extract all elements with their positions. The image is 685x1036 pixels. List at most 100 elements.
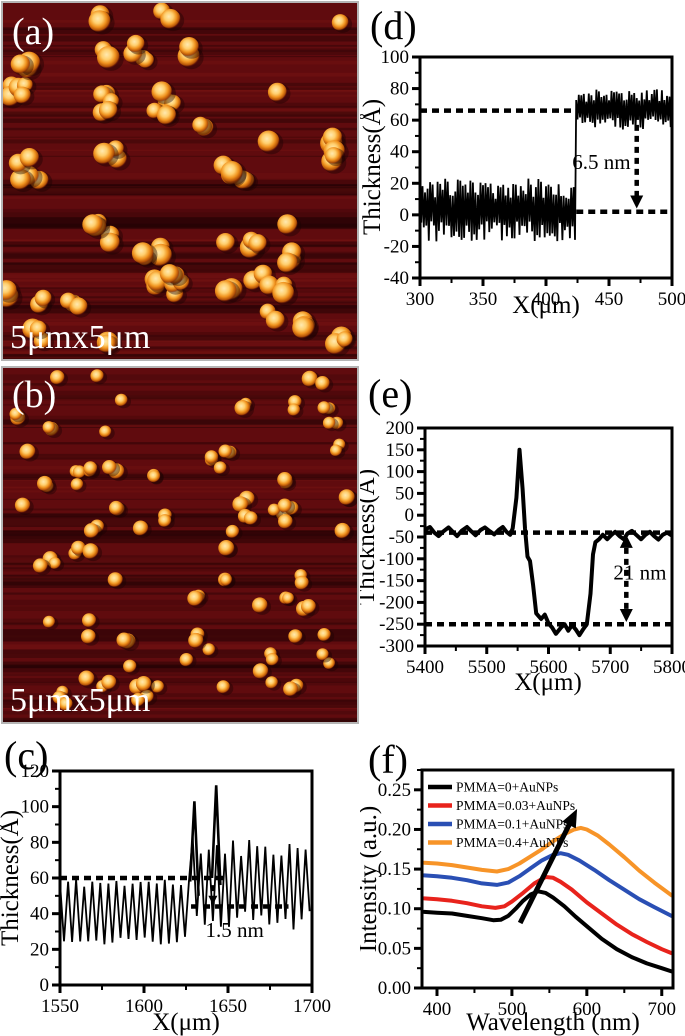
svg-text:80: 80 <box>30 832 49 853</box>
svg-text:0.15: 0.15 <box>378 859 411 880</box>
afm-canvas-a <box>3 3 357 359</box>
legend-label: PMMA=0.1+AuNPs <box>456 817 568 832</box>
chart-svg-e: 21 nm 5400 5500 5600 5700 5800 -300-250-200-15… <box>360 418 685 696</box>
svg-text:0: 0 <box>40 975 50 996</box>
profile-noise-trace <box>420 89 672 242</box>
profile-spike <box>210 785 222 886</box>
arrowhead <box>619 609 633 623</box>
svg-text:100: 100 <box>21 797 50 818</box>
chart-svg-f: 400 500 600 700 0.00 0.05 0.10 0.15 0.20 0.25 Wave… <box>360 768 677 1036</box>
gold-nanoparticles <box>9 369 357 713</box>
svg-text:60: 60 <box>390 110 409 131</box>
chart-panel-d: 6.5 nm 300 350 400 450 500 -40 -20 0 20 40 60 80 100 X… <box>360 0 685 320</box>
svg-text:0.25: 0.25 <box>378 780 411 801</box>
x-axis: 5400 5500 5600 5700 5800 <box>406 646 685 678</box>
afm-image-a: (a) 5μmx5μm <box>1 1 359 361</box>
x-axis: 300 350 400 450 500 <box>406 278 685 310</box>
y-axis: -40 -20 0 20 40 60 80 100 <box>381 47 420 289</box>
svg-text:60: 60 <box>30 868 49 889</box>
x-axis: 1550 1600 1650 1700 <box>41 985 331 1017</box>
series-PMMA=0.1+AuNPs <box>422 851 673 918</box>
plot-area <box>425 447 672 638</box>
svg-text:-40: -40 <box>384 268 409 289</box>
chart-panel-c: 1.5 nm 1550 1600 1650 1700 0 20 40 60 80 100 120 X(μ… <box>0 728 360 1036</box>
chart-panel-f: 400 500 600 700 0.00 0.05 0.10 0.15 0.20 0.25 Wave… <box>360 720 685 1036</box>
svg-text:400: 400 <box>532 289 561 310</box>
plot-area <box>420 89 672 242</box>
svg-text:20: 20 <box>390 173 409 194</box>
scale-label-a: 5μmx5μm <box>10 319 151 356</box>
y-axis: 0 20 40 60 80 100 120 <box>21 761 60 996</box>
x-axis-label: X(μm) <box>152 1009 220 1036</box>
chart-panel-e: 21 nm 5400 5500 5600 5700 5800 -300-250-200-15… <box>360 360 685 710</box>
svg-text:5400: 5400 <box>406 657 444 678</box>
series-PMMA=0.4+AuNPs <box>422 825 673 898</box>
svg-text:-200: -200 <box>379 592 414 613</box>
svg-text:50: 50 <box>395 483 414 504</box>
svg-text:200: 200 <box>386 418 415 439</box>
legend-label: PMMA=0.4+AuNPs <box>456 835 568 850</box>
scale-label-b: 5μmx5μm <box>10 682 151 719</box>
afm-image-b: (b) 5μmx5μm <box>1 366 359 724</box>
svg-text:0.05: 0.05 <box>378 938 411 959</box>
svg-text:700: 700 <box>648 999 677 1020</box>
arrowhead <box>630 195 644 209</box>
annotation-text: 1.5 nm <box>206 918 264 942</box>
panel-label-f: (f) <box>368 737 408 782</box>
series-profile <box>425 447 672 638</box>
profile-spike <box>188 801 200 896</box>
panel-label-a: (a) <box>12 11 55 53</box>
svg-text:-300: -300 <box>379 636 414 657</box>
svg-text:150: 150 <box>386 440 415 461</box>
svg-text:-250: -250 <box>379 614 414 635</box>
gold-nanoparticles <box>3 3 357 357</box>
legend-label: PMMA=0+AuNPs <box>456 780 558 795</box>
plot-frame <box>420 768 675 990</box>
panel-label-e: (e) <box>368 371 413 416</box>
svg-text:80: 80 <box>390 79 409 100</box>
x-axis-label: Wavelength (nm) <box>466 1009 640 1036</box>
svg-text:0: 0 <box>400 205 410 226</box>
svg-text:1650: 1650 <box>209 996 247 1017</box>
panel-label-c: (c) <box>4 733 49 778</box>
svg-text:-20: -20 <box>384 236 409 257</box>
svg-text:500: 500 <box>498 999 527 1020</box>
y-axis-label: Thickness(Å) <box>360 99 386 235</box>
chart-svg-c: 1.5 nm 1550 1600 1650 1700 0 20 40 60 80 100 120 X(μ… <box>0 761 331 1036</box>
panel-label-b: (b) <box>12 374 57 416</box>
chart-svg-d: 6.5 nm 300 350 400 450 500 -40 -20 0 20 40 60 80 100 X… <box>360 47 685 319</box>
svg-text:40: 40 <box>390 142 409 163</box>
svg-text:5700: 5700 <box>591 657 629 678</box>
y-axis: 0.00 0.05 0.10 0.15 0.20 0.25 <box>378 769 422 999</box>
svg-text:350: 350 <box>469 289 498 310</box>
svg-text:450: 450 <box>595 289 624 310</box>
trend-arrow-line <box>517 817 575 925</box>
svg-text:0.00: 0.00 <box>378 978 411 999</box>
svg-text:500: 500 <box>658 289 685 310</box>
svg-text:400: 400 <box>423 999 452 1020</box>
svg-text:100: 100 <box>381 47 410 68</box>
svg-text:-50: -50 <box>389 527 414 548</box>
svg-text:0.20: 0.20 <box>378 819 411 840</box>
legend: PMMA=0+AuNPs PMMA=0.03+AuNPs PMMA=0.1+AuNP… <box>428 780 575 850</box>
svg-text:20: 20 <box>30 939 49 960</box>
plot-frame <box>418 55 674 280</box>
plot-frame <box>423 426 674 648</box>
svg-text:1700: 1700 <box>293 996 331 1017</box>
svg-text:5800: 5800 <box>653 657 685 678</box>
arrowhead <box>619 534 633 548</box>
svg-text:100: 100 <box>386 462 415 483</box>
svg-text:300: 300 <box>406 289 435 310</box>
afm-canvas-b <box>3 368 357 722</box>
y-axis-label: Thickness(Å) <box>0 810 24 946</box>
legend-label: PMMA=0.03+AuNPs <box>456 798 575 813</box>
y-axis-label: Intensity (a.u.) <box>360 806 382 952</box>
svg-text:0: 0 <box>405 505 415 526</box>
svg-text:1600: 1600 <box>125 996 163 1017</box>
plot-area <box>60 785 311 945</box>
svg-text:600: 600 <box>573 999 602 1020</box>
svg-text:1550: 1550 <box>41 996 79 1017</box>
profile-noise-trace <box>60 837 311 945</box>
